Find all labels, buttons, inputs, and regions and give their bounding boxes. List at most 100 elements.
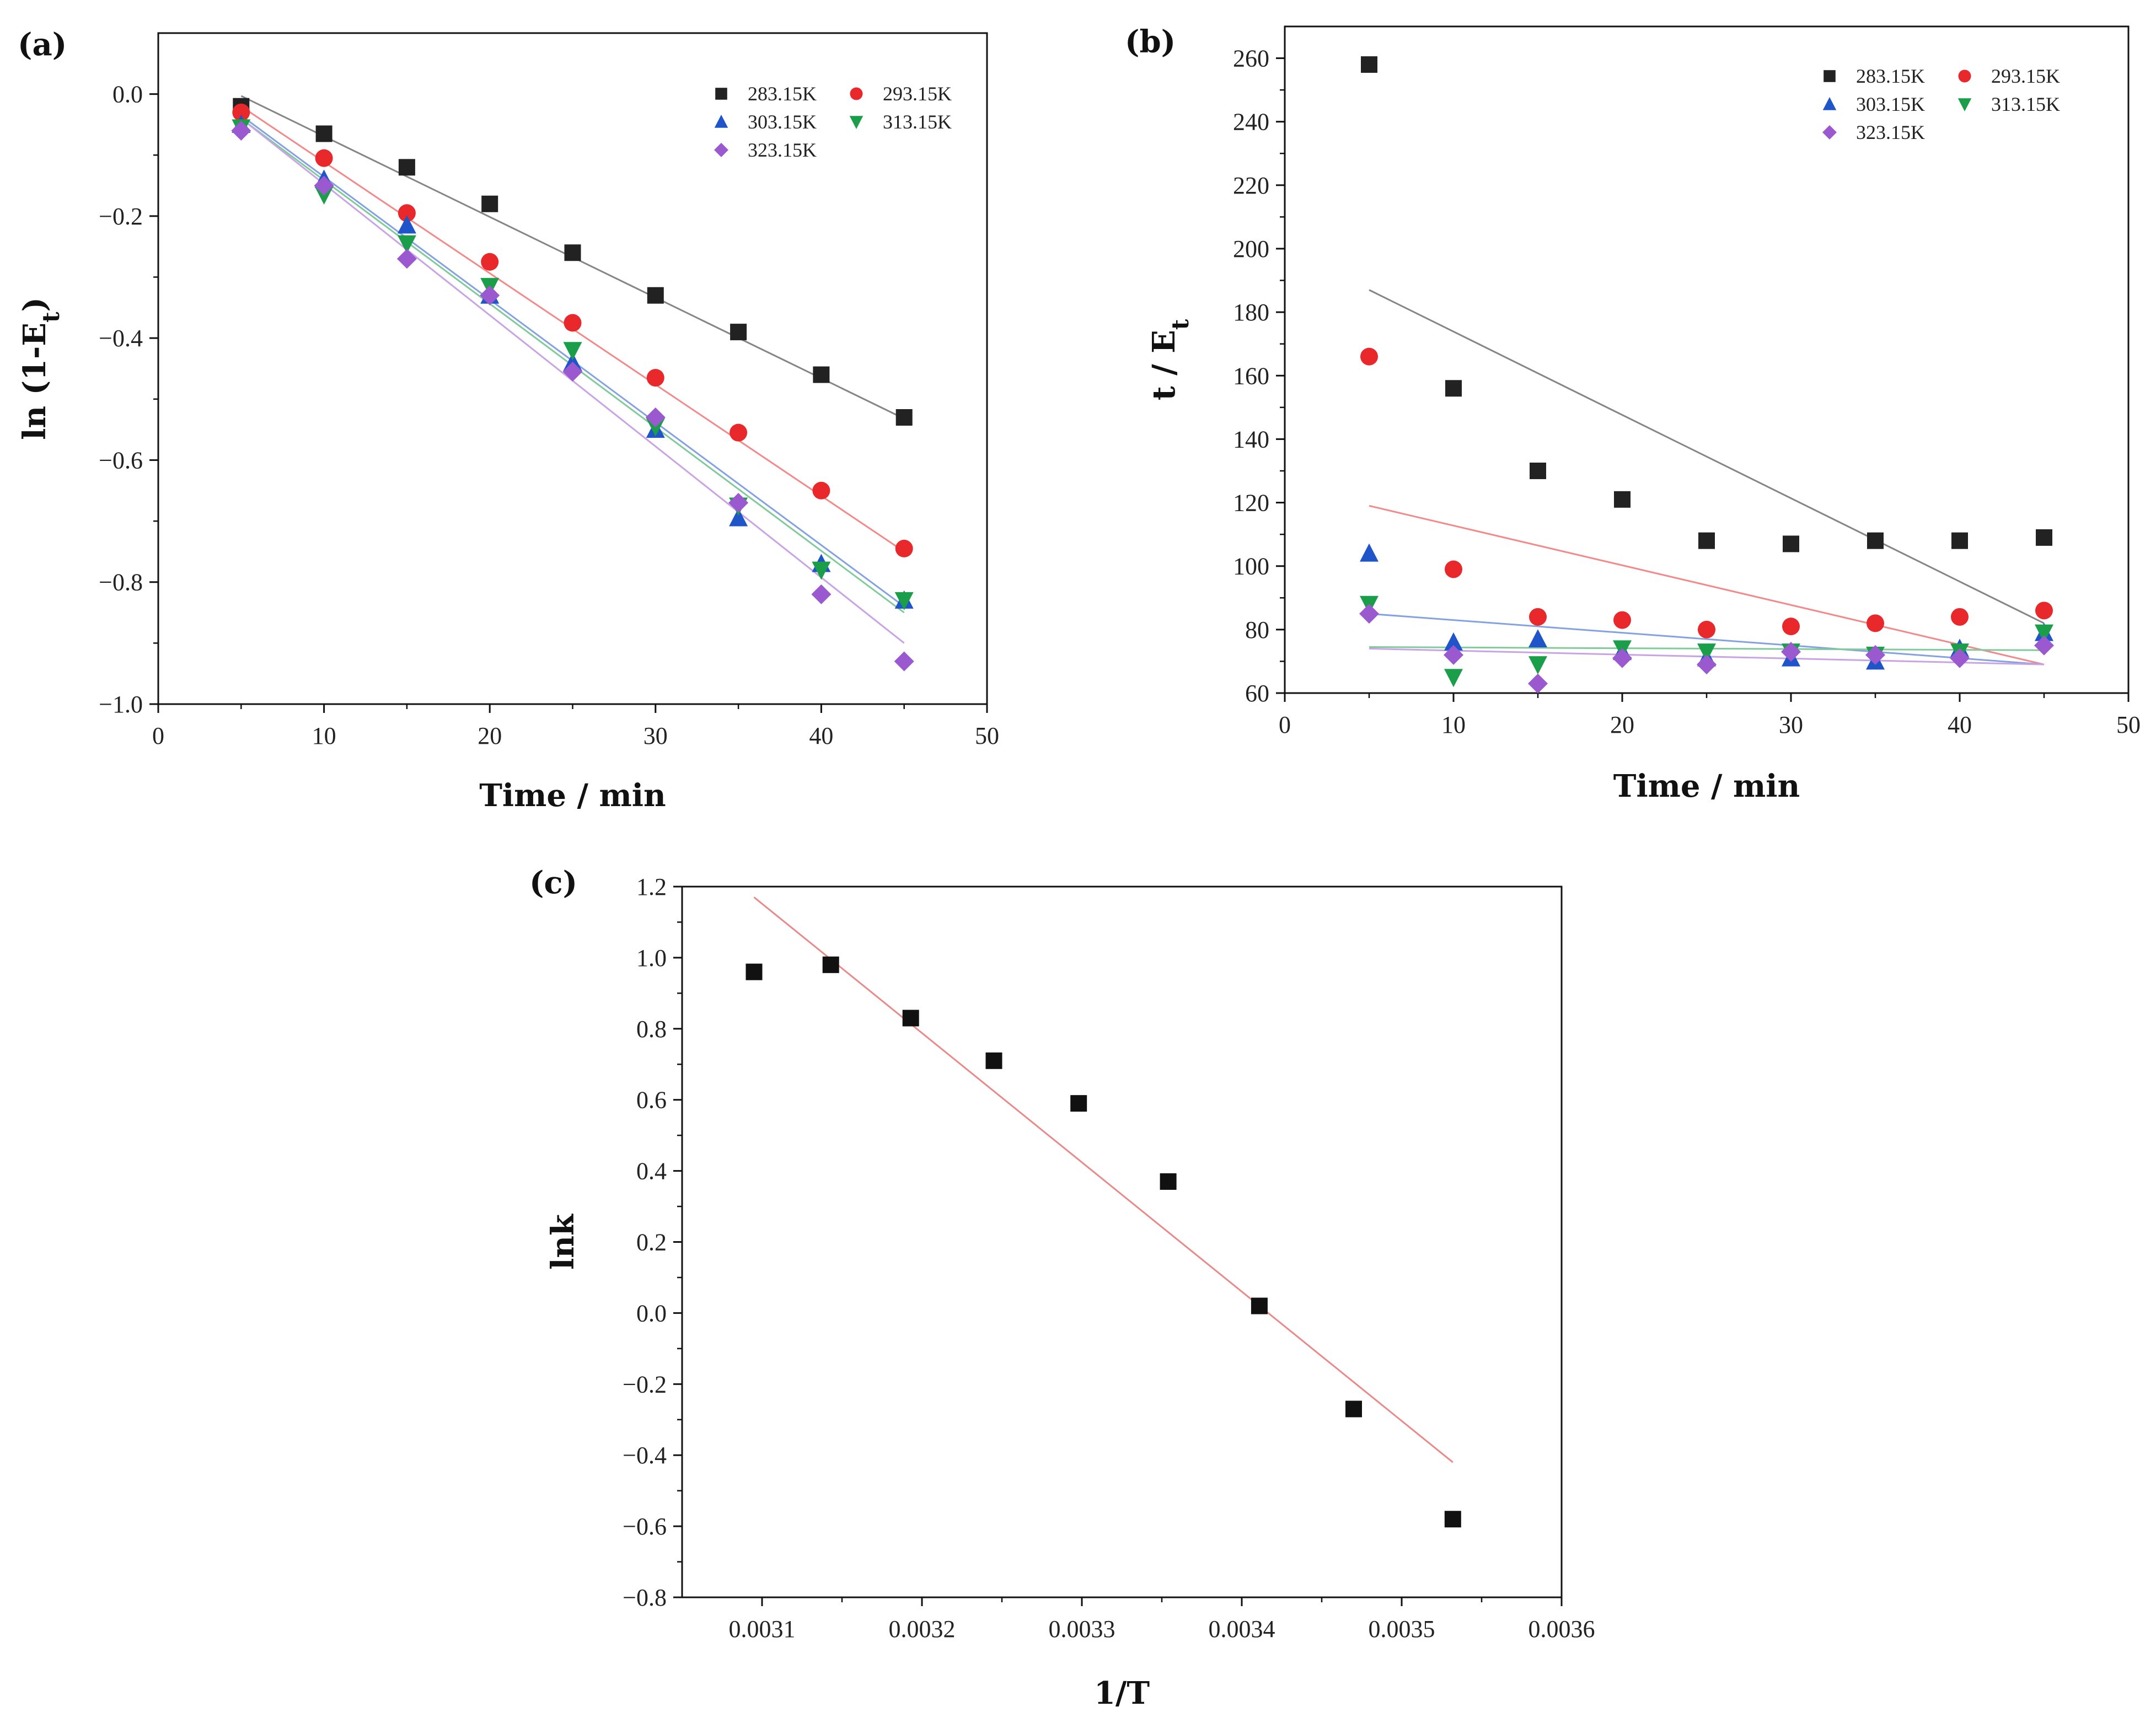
series-293.15K <box>1360 347 2053 638</box>
data-point-313.15K <box>1528 656 1547 675</box>
y-tick-label: −1.0 <box>99 691 143 718</box>
legend-label-303.15K: 303.15K <box>1856 93 1925 115</box>
x-tick-label: 0.0032 <box>889 1616 956 1643</box>
data-point-lnk <box>902 1010 919 1027</box>
fit-line-303.15K <box>1369 613 2045 666</box>
y-axis-label-subscript: t <box>37 312 65 323</box>
y-axis-label-subscript: t <box>1167 319 1194 330</box>
data-point-303.15K <box>1360 543 1379 562</box>
data-point-313.15K <box>397 235 416 254</box>
y-tick-label: 220 <box>1233 172 1269 199</box>
legend-marker-293.15K <box>1958 69 1971 83</box>
x-tick-label: 40 <box>809 722 833 749</box>
data-point-313.15K <box>2035 624 2053 643</box>
data-point-323.15K <box>396 249 417 269</box>
data-point-lnk <box>1444 1511 1461 1528</box>
y-tick-label: −0.2 <box>99 203 143 230</box>
fit-lines <box>1369 289 2045 666</box>
y-tick-label: 0.6 <box>636 1087 667 1114</box>
legend-marker-293.15K <box>850 87 863 100</box>
y-axis-label-close: ) <box>17 297 53 312</box>
x-tick-label: 0.0035 <box>1369 1616 1435 1643</box>
legend-marker-283.15K <box>1824 70 1836 82</box>
legend: 283.15K 293.15K 303.15K 313.15K 323.15K <box>714 83 952 161</box>
data-point-283.15K <box>730 324 747 341</box>
y-tick-label: 1.0 <box>636 945 667 972</box>
legend-label-313.15K: 313.15K <box>883 111 952 133</box>
panel-c: 0.0031 0.0032 0.0033 0.0034 0.0035 0.0036 1.2 1… <box>529 865 1595 1711</box>
data-point-293.15K <box>1529 608 1547 626</box>
data-point-293.15K <box>232 103 250 121</box>
data-point-lnk <box>1251 1297 1268 1314</box>
data-point-313.15K <box>1697 643 1716 662</box>
data-point-293.15K <box>895 539 913 557</box>
legend-marker-313.15K <box>1957 98 1972 111</box>
x-axis-label: 1/T <box>1094 1675 1150 1711</box>
x-tick-label: 30 <box>643 722 668 749</box>
y-tick-label: 0.0 <box>636 1300 667 1327</box>
y-tick-label: 80 <box>1245 616 1269 643</box>
y-tick-label: 60 <box>1245 680 1269 707</box>
y-tick-label: 160 <box>1233 362 1269 389</box>
data-point-313.15K <box>812 561 831 580</box>
y-tick-label: 200 <box>1233 235 1269 262</box>
data-point-283.15K <box>1530 463 1546 479</box>
data-point-323.15K <box>1865 645 1885 665</box>
data-point-283.15K <box>1783 535 1799 552</box>
x-tick-label: 50 <box>2116 711 2141 738</box>
data-point-293.15K <box>1951 608 1969 626</box>
series-313.15K <box>232 119 914 610</box>
data-point-323.15K <box>1528 673 1548 694</box>
data-point-lnk <box>822 956 839 973</box>
data-point-283.15K <box>1361 56 1377 73</box>
legend-label-293.15K: 293.15K <box>883 83 952 105</box>
y-tick-label: 240 <box>1233 109 1269 136</box>
fit-line-lnk <box>753 897 1454 1463</box>
data-point-283.15K <box>2036 529 2052 546</box>
legend-label-283.15K: 283.15K <box>748 83 817 105</box>
y-tick-label: 260 <box>1233 45 1269 72</box>
data-point-293.15K <box>1445 560 1462 578</box>
data-point-283.15K <box>813 366 830 383</box>
legend-label-283.15K: 283.15K <box>1856 65 1925 87</box>
x-tick-label: 10 <box>312 722 336 749</box>
panel-label: (a) <box>18 26 67 63</box>
data-point-293.15K <box>646 369 664 387</box>
legend-marker-323.15K <box>714 143 728 157</box>
data-point-293.15K <box>1782 618 1800 636</box>
legend-marker-303.15K <box>1822 97 1837 110</box>
data-point-283.15K <box>564 244 581 261</box>
x-tick-label: 20 <box>1610 711 1634 738</box>
data-point-303.15K <box>1444 632 1463 651</box>
legend-marker-313.15K <box>849 116 864 129</box>
data-point-293.15K <box>398 204 416 222</box>
data-point-323.15K <box>894 651 914 672</box>
data-point-293.15K <box>812 481 830 500</box>
x-tick-label: 40 <box>1948 711 1972 738</box>
data-point-283.15K <box>398 159 415 176</box>
x-axis-label: Time / min <box>1613 768 1800 804</box>
data-point-323.15K <box>231 121 251 141</box>
data-point-323.15K <box>645 407 666 428</box>
data-point-323.15K <box>480 285 500 305</box>
data-point-293.15K <box>1698 620 1715 638</box>
data-point-323.15K <box>728 492 749 513</box>
data-point-323.15K <box>1444 645 1463 665</box>
y-tick-label: −0.4 <box>99 325 143 352</box>
fit-line-293.15K <box>1369 505 2045 666</box>
data-point-323.15K <box>314 175 334 196</box>
x-tick-label: 0.0033 <box>1049 1616 1115 1643</box>
data-point-323.15K <box>1359 604 1379 624</box>
series-283.15K <box>1361 56 2052 552</box>
y-tick-label: 120 <box>1233 490 1269 517</box>
y-axis-label-main: ln (1-E <box>17 323 53 440</box>
y-axis-label-main: t / E <box>1146 330 1182 400</box>
x-tick-label: 0 <box>1279 711 1291 738</box>
legend-label-323.15K: 323.15K <box>1856 121 1925 143</box>
data-point-283.15K <box>1698 532 1715 549</box>
data-point-313.15K <box>1444 669 1463 688</box>
data-point-283.15K <box>895 409 913 426</box>
series-323.15K <box>1359 604 2054 694</box>
data-point-323.15K <box>2034 635 2054 656</box>
